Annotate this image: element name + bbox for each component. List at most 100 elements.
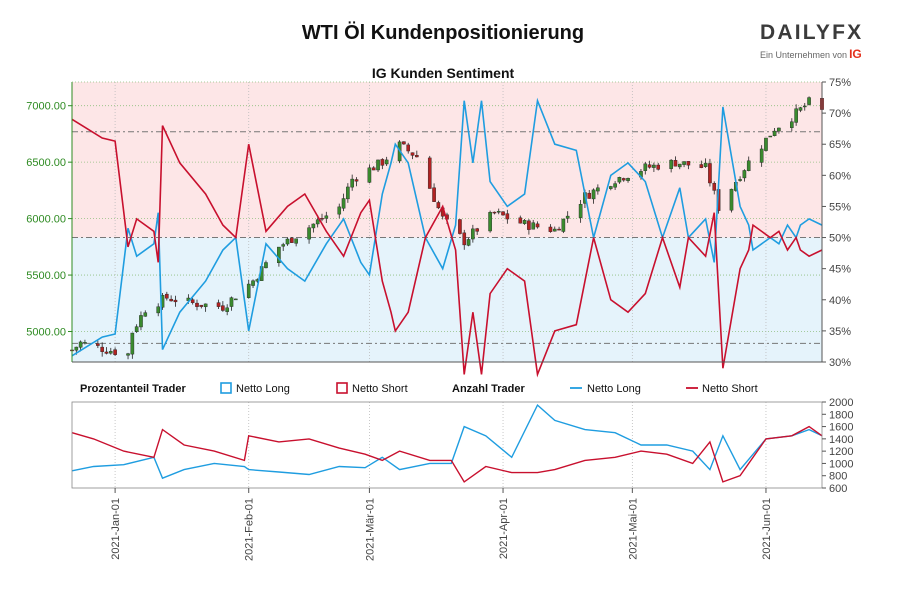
candle-body — [742, 170, 747, 179]
candle-body — [561, 218, 566, 232]
candle-body — [768, 135, 773, 138]
candle-body — [225, 307, 229, 312]
candle-body — [104, 351, 109, 354]
candle-body — [315, 219, 320, 225]
candle-body — [402, 141, 406, 145]
candle-body — [703, 162, 708, 167]
legend-count-long: Netto Long — [587, 383, 641, 395]
candle-body — [346, 186, 350, 200]
pct-tick-label: 65% — [829, 139, 851, 151]
candle-body — [285, 238, 290, 245]
legend-net-long-box — [220, 382, 232, 394]
candle-body — [195, 302, 199, 307]
candle-body — [652, 164, 656, 168]
legend-pct-title: Prozentanteil Trader — [80, 383, 186, 395]
candle-body — [139, 315, 143, 328]
candle-body — [462, 232, 467, 246]
candle-body — [548, 226, 553, 232]
legend-net-short-box — [336, 382, 348, 394]
candle-body — [324, 215, 329, 219]
candle-body — [458, 219, 462, 234]
candle-body — [531, 222, 536, 230]
pct-tick-label: 75% — [829, 77, 851, 89]
candle-body — [113, 349, 117, 355]
count-tick-label: 1800 — [829, 409, 853, 421]
price-candles — [70, 94, 824, 360]
candle-body — [699, 164, 704, 168]
candle-body — [216, 302, 221, 307]
date-tick-label: 2021-Feb-01 — [244, 498, 256, 561]
candle-body — [535, 223, 540, 228]
count-tick-label: 1400 — [829, 434, 853, 446]
candle-body — [337, 206, 342, 215]
candle-body — [772, 130, 777, 137]
legend-pct-long: Netto Long — [236, 383, 290, 395]
candle-body — [165, 293, 169, 299]
pct-tick-label: 50% — [829, 233, 851, 245]
candle-body — [501, 211, 505, 216]
date-tick-label: 2021-Jan-01 — [110, 498, 122, 560]
candle-body — [682, 161, 686, 165]
candle-body — [156, 306, 161, 314]
candle-body — [608, 186, 613, 189]
candle-body — [251, 280, 255, 286]
candle-body — [108, 351, 113, 354]
candle-body — [74, 346, 79, 351]
candle-body — [708, 163, 712, 184]
candle-body — [617, 176, 622, 183]
candle-body — [466, 239, 471, 246]
price-tick-label: 5500.00 — [26, 270, 66, 282]
candle-body — [384, 159, 389, 165]
candle-body — [621, 178, 626, 181]
candle-body — [557, 228, 561, 231]
pct-tick-label: 40% — [829, 295, 851, 307]
lower-frame — [71, 401, 823, 489]
subplot-title: IG Kunden Sentiment — [372, 65, 515, 81]
candle-body — [643, 163, 648, 171]
candle-body — [475, 228, 479, 232]
candle-body — [371, 167, 376, 171]
pct-tick-label: 45% — [829, 264, 851, 276]
date-tick-label: 2021-Mär-01 — [364, 498, 376, 561]
candle-body — [647, 164, 652, 168]
candle-body — [277, 246, 281, 264]
count-tick-label: 1600 — [829, 422, 853, 434]
candle-body — [143, 312, 148, 317]
candle-body — [505, 213, 510, 220]
net-short-zone — [72, 82, 822, 238]
date-tick-label: 2021-Apr-01 — [498, 498, 510, 559]
sentiment-lines — [71, 97, 823, 378]
candle-body — [488, 212, 492, 232]
candle-body — [777, 127, 781, 132]
candle-body — [173, 299, 178, 303]
count-tick-label: 600 — [829, 483, 847, 495]
candle-body — [807, 97, 811, 105]
pct-tick-label: 55% — [829, 201, 851, 213]
legend: Prozentanteil Trader Netto Long Netto Shor… — [80, 382, 758, 395]
legend-pct-short: Netto Short — [352, 383, 408, 395]
candle-body — [427, 157, 432, 189]
candle-body — [587, 192, 592, 199]
candle-body — [294, 238, 298, 244]
candle-body — [794, 108, 798, 123]
candle-body — [729, 188, 734, 211]
candle-body — [246, 283, 251, 298]
net-long-count-line — [71, 403, 823, 480]
price-tick-label: 7000.00 — [26, 101, 66, 113]
candle-body — [613, 183, 617, 188]
candle-body — [527, 220, 531, 230]
candle-body — [415, 155, 419, 158]
candle-body — [190, 299, 195, 303]
candle-body — [522, 220, 527, 224]
brand-name: DAILYFX — [760, 21, 864, 44]
candle-body — [496, 211, 501, 213]
candle-body — [596, 187, 600, 192]
candle-body — [578, 204, 583, 218]
candle-body — [126, 353, 130, 356]
candle-body — [233, 298, 238, 301]
net-short-count-line — [71, 425, 823, 483]
legend-count-title: Anzahl Trader — [452, 383, 525, 395]
chart-title: WTI Öl Kundenpositionierung — [301, 22, 585, 44]
candle-body — [78, 341, 83, 348]
candle-body — [281, 244, 286, 247]
